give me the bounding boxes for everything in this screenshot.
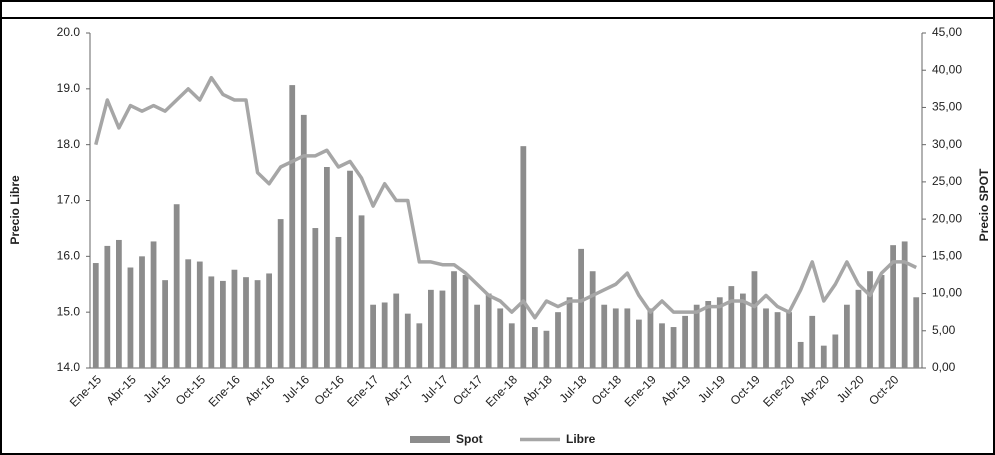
- bar: [289, 85, 296, 368]
- bar: [624, 308, 631, 368]
- y-tick-label: 16.0: [57, 249, 81, 263]
- bar: [774, 312, 781, 368]
- bar: [243, 277, 249, 368]
- y-tick-label: 15.0: [57, 304, 81, 318]
- bar: [485, 293, 492, 368]
- bar: [474, 304, 480, 368]
- bar: [497, 308, 504, 368]
- bar: [335, 236, 342, 368]
- bar: [890, 245, 896, 368]
- bar: [740, 293, 746, 368]
- line: [94, 75, 917, 320]
- bar: [832, 334, 839, 368]
- y-tick-label: 18.0: [57, 137, 81, 151]
- bar: [705, 301, 712, 368]
- bar: [543, 330, 550, 368]
- bar: [751, 271, 758, 368]
- bar: [381, 302, 388, 368]
- bar: [370, 304, 376, 368]
- bar: [462, 274, 469, 368]
- y2-tick-label: 20,00: [932, 211, 962, 225]
- bar: [878, 274, 885, 368]
- bar: [647, 308, 654, 368]
- bar: [532, 327, 538, 368]
- bar: [612, 308, 619, 368]
- bar: [601, 304, 608, 368]
- y2-tick-label: 30,00: [932, 137, 962, 151]
- y-tick-label: 14.0: [57, 360, 81, 374]
- bar: [844, 304, 850, 368]
- bar: [566, 297, 573, 368]
- bar: [820, 345, 827, 368]
- bar: [220, 280, 226, 368]
- bar: [162, 280, 168, 368]
- bar: [809, 315, 816, 368]
- bar: [555, 312, 561, 368]
- bar: [324, 167, 330, 368]
- bar: [300, 114, 307, 368]
- bar: [428, 289, 434, 368]
- y-tick-label: 17.0: [57, 193, 81, 207]
- y2-tick-label: 15,00: [932, 249, 962, 263]
- y-tick-label: 19.0: [57, 81, 81, 95]
- bar: [173, 204, 180, 368]
- y2-tick-label: 40,00: [932, 62, 962, 76]
- bar: [728, 286, 735, 368]
- bar: [589, 271, 596, 368]
- legend-label: Libre: [566, 432, 596, 446]
- bar: [358, 215, 365, 368]
- y-tick-label: 20.0: [57, 25, 81, 39]
- bar: [347, 170, 353, 368]
- y2-tick-label: 5,00: [932, 323, 956, 337]
- bar: [185, 259, 192, 368]
- legend-label: Spot: [456, 432, 483, 446]
- y2-tick-label: 45,00: [932, 25, 962, 39]
- y2-tick-label: 10,00: [932, 286, 962, 300]
- y2-tick-label: 25,00: [932, 174, 962, 188]
- bar: [393, 293, 400, 368]
- bar: [92, 263, 99, 368]
- bar: [116, 239, 122, 368]
- bar: [439, 290, 446, 368]
- bar: [208, 276, 215, 368]
- bar: [266, 273, 272, 368]
- bar: [404, 313, 411, 368]
- bar: [451, 271, 457, 368]
- bar: [578, 248, 584, 368]
- bar: [913, 297, 920, 368]
- bar: [693, 304, 700, 368]
- bar: [508, 323, 515, 368]
- legend-swatch: [410, 436, 450, 443]
- bar: [797, 341, 804, 368]
- bar: [855, 289, 862, 368]
- bar: [682, 315, 688, 368]
- bar: [901, 241, 908, 368]
- bar: [139, 256, 145, 368]
- bar: [867, 271, 873, 368]
- bar: [520, 146, 527, 368]
- bar: [763, 308, 769, 368]
- bar: [150, 241, 157, 368]
- bar: [254, 280, 261, 368]
- bar: [312, 228, 319, 368]
- bar: [636, 319, 642, 368]
- bar: [231, 269, 238, 368]
- y-axis-label: Precio Libre: [8, 175, 22, 245]
- bar: [127, 267, 134, 368]
- bar: [670, 327, 677, 368]
- bar: [277, 219, 284, 368]
- y2-axis-label: Precio SPOT: [977, 168, 991, 241]
- y2-tick-label: 35,00: [932, 100, 962, 114]
- bar: [104, 245, 111, 368]
- bar: [416, 323, 423, 368]
- bar: [716, 297, 723, 368]
- bar: [196, 261, 203, 368]
- bar: [786, 312, 792, 368]
- y2-tick-label: 0,00: [932, 360, 956, 374]
- bar: [659, 323, 665, 368]
